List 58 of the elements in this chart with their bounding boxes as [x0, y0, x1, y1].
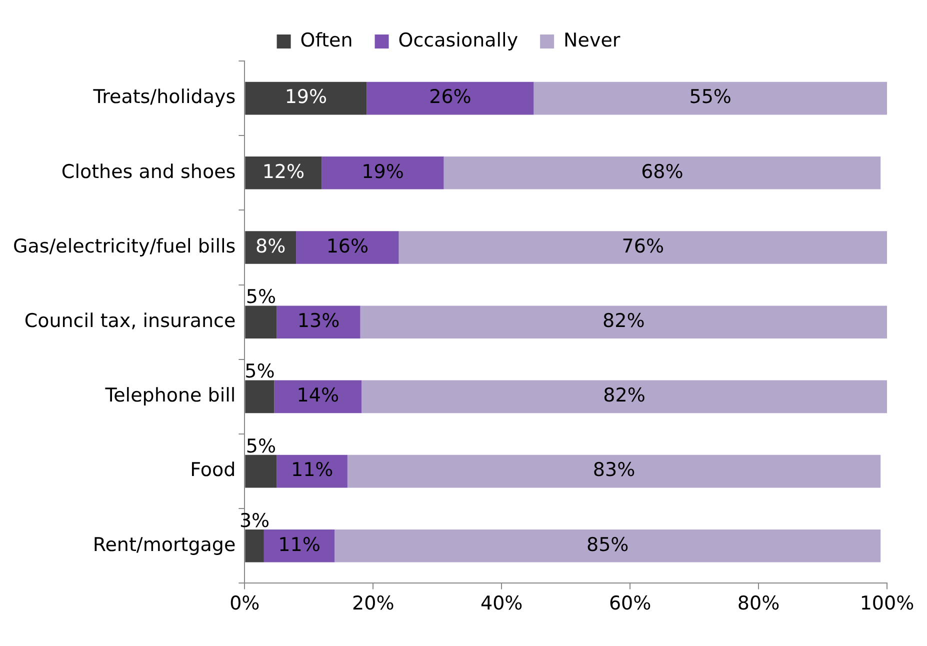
bar — [362, 380, 887, 414]
data-label: 82% — [602, 310, 645, 332]
data-label: 5% — [246, 286, 276, 308]
x-tick-label: 40% — [480, 592, 523, 615]
bar — [276, 454, 348, 488]
data-label: 13% — [297, 310, 340, 332]
bar — [245, 231, 296, 264]
bar — [366, 82, 534, 115]
bar — [296, 231, 399, 264]
bar — [245, 454, 277, 488]
bar — [398, 231, 887, 264]
data-label: 5% — [244, 360, 275, 383]
y-tick-label: Treats/holidays — [92, 86, 236, 108]
data-label: 8% — [256, 235, 286, 258]
bar — [245, 529, 264, 562]
data-label: 16% — [326, 235, 369, 258]
data-label: 5% — [246, 435, 276, 458]
legend-label: Never — [564, 29, 620, 52]
y-tick-label: Food — [190, 459, 236, 482]
x-tick-label: 60% — [608, 592, 652, 615]
bar — [444, 156, 881, 190]
y-tick-label: Gas/electricity/fuel bills — [12, 235, 236, 258]
legend-label: Often — [300, 29, 353, 52]
x-tick-label: 20% — [352, 592, 394, 615]
data-label: 12% — [262, 160, 305, 183]
bar — [245, 82, 367, 115]
y-tick-label: Clothes and shoes — [61, 160, 236, 183]
bar — [334, 529, 881, 562]
y-tick-label: Telephone bill — [104, 384, 236, 407]
y-tick-label: Council tax, insurance — [24, 310, 236, 332]
data-label: 11% — [290, 459, 334, 482]
data-label: 85% — [586, 534, 629, 556]
data-label: 3% — [239, 510, 270, 532]
bar — [276, 306, 360, 339]
data-label: 68% — [641, 160, 684, 183]
bar — [274, 380, 362, 414]
bar — [347, 454, 881, 488]
bar — [245, 380, 274, 414]
bar — [245, 306, 277, 339]
x-tick-label: 80% — [737, 592, 780, 615]
bar — [322, 156, 444, 190]
data-label: 82% — [603, 384, 646, 407]
bar — [245, 156, 322, 190]
y-tick-label: Rent/mortgage — [92, 534, 236, 556]
x-tick-label: 0% — [230, 592, 260, 615]
data-label: 11% — [278, 534, 320, 556]
data-label: 83% — [592, 459, 636, 482]
x-tick-label: 100% — [860, 592, 914, 615]
data-label: 76% — [622, 235, 664, 258]
bar — [534, 82, 887, 115]
bar — [360, 306, 887, 339]
data-label: 19% — [362, 160, 404, 183]
data-label: 14% — [296, 384, 340, 407]
data-label: 26% — [429, 86, 472, 108]
data-label: 19% — [284, 86, 328, 108]
data-label: 55% — [689, 86, 732, 108]
legend-label: Occasionally — [398, 29, 518, 52]
bar — [264, 529, 335, 562]
